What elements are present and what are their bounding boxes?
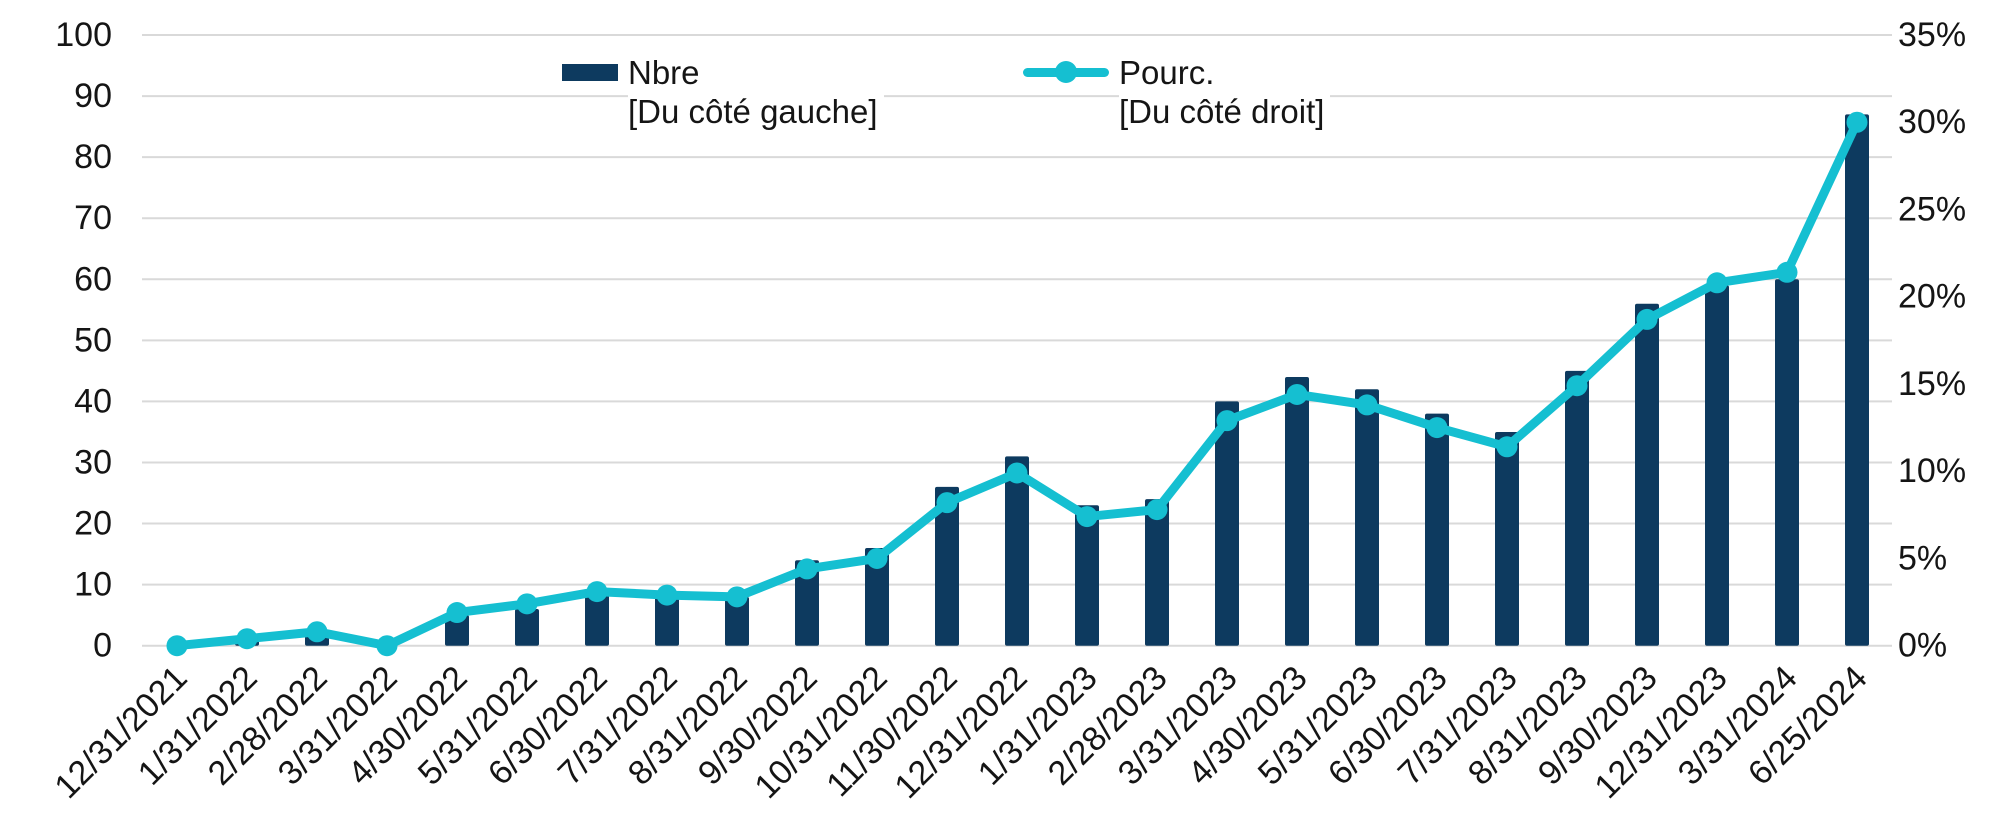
y-axis-left-tick-label: 20: [74, 505, 112, 543]
line-marker-12/31/2023: [1706, 272, 1728, 294]
y-axis-left-tick-label: 100: [55, 16, 112, 54]
line-marker-3/31/2023: [1216, 410, 1238, 432]
line-marker-8/31/2023: [1566, 375, 1588, 397]
line-marker-5/31/2023: [1356, 394, 1378, 416]
legend-item-pourc: Pourc. [Du côté droit]: [1023, 53, 1331, 133]
line-marker-7/31/2022: [656, 584, 678, 606]
line-marker-9/30/2023: [1636, 308, 1658, 330]
line-marker-2/28/2023: [1146, 499, 1168, 521]
line-marker-10/31/2022: [866, 547, 888, 569]
line-marker-3/31/2022: [376, 635, 398, 657]
bar-10/31/2022: [865, 547, 889, 646]
bar-11/30/2022: [935, 486, 959, 646]
legend-sublabel-pourc: [Du côté droit]: [1119, 93, 1325, 130]
line-marker-1/31/2022: [236, 628, 258, 650]
y-axis-left-tick-label: 40: [74, 382, 112, 420]
y-axis-right-tick-label: 5%: [1898, 539, 1947, 577]
bar-6/25/2024: [1845, 114, 1869, 646]
line-marker-6/25/2024: [1846, 111, 1868, 133]
bar-9/30/2022: [795, 560, 819, 646]
y-axis-left-tick-label: 90: [74, 77, 112, 115]
bar-3/31/2024: [1775, 279, 1799, 646]
line-marker-4/30/2022: [446, 602, 468, 624]
bar-5/31/2023: [1355, 389, 1379, 646]
line-marker-7/31/2023: [1496, 436, 1518, 458]
line-marker-9/30/2022: [796, 558, 818, 580]
legend-text-pourc: Pourc. [Du côté droit]: [1119, 53, 1331, 133]
line-marker-5/31/2022: [516, 593, 538, 615]
bar-9/30/2023: [1635, 303, 1659, 646]
line-marker-6/30/2022: [586, 581, 608, 603]
line-marker-2/28/2022: [306, 621, 328, 643]
bar-4/30/2023: [1285, 376, 1309, 646]
y-axis-left-tick-label: 70: [74, 199, 112, 237]
y-axis-right-tick-label: 0%: [1898, 627, 1947, 665]
line-marker-11/30/2022: [936, 492, 958, 514]
y-axis-left-tick-label: 30: [74, 443, 112, 481]
legend-sublabel-nbre: [Du côté gauche]: [628, 93, 878, 130]
bar-8/31/2022: [725, 596, 749, 646]
y-axis-left-tick-label: 10: [74, 566, 112, 604]
y-axis-right-tick-label: 35%: [1898, 16, 1966, 54]
bar-3/31/2023: [1215, 401, 1239, 646]
legend-text-nbre: Nbre [Du côté gauche]: [628, 53, 884, 133]
bar-8/31/2023: [1565, 370, 1589, 646]
y-axis-left-tick-label: 80: [74, 138, 112, 176]
y-axis-right-tick-label: 20%: [1898, 278, 1966, 316]
legend-item-nbre: Nbre [Du côté gauche]: [562, 53, 884, 133]
bar-12/31/2022: [1005, 456, 1029, 646]
legend-bar-swatch-icon: [562, 64, 618, 81]
y-axis-right-tick-label: 25%: [1898, 190, 1966, 228]
bar-7/31/2023: [1495, 431, 1519, 646]
legend-label-nbre: Nbre: [628, 54, 700, 91]
y-axis-right-tick-label: 30%: [1898, 103, 1966, 141]
bar-6/30/2023: [1425, 413, 1449, 646]
legend-line-swatch-icon: [1023, 61, 1109, 83]
bar-4/30/2022: [445, 615, 469, 646]
legend-label-pourc: Pourc.: [1119, 54, 1215, 91]
line-marker-6/30/2023: [1426, 417, 1448, 439]
line-marker-12/31/2021: [166, 635, 188, 657]
y-axis-right-tick-label: 10%: [1898, 452, 1966, 490]
bar-7/31/2022: [655, 596, 679, 646]
bar-6/30/2022: [585, 590, 609, 646]
line-marker-8/31/2022: [726, 586, 748, 608]
line-marker-1/31/2023: [1076, 506, 1098, 528]
line-marker-4/30/2023: [1286, 383, 1308, 405]
bar-5/31/2022: [515, 609, 539, 646]
line-marker-12/31/2022: [1006, 462, 1028, 484]
y-axis-left-tick-label: 50: [74, 321, 112, 359]
bar-2/28/2023: [1145, 499, 1169, 646]
y-axis-right-tick-label: 15%: [1898, 365, 1966, 403]
line-marker-3/31/2024: [1776, 261, 1798, 283]
y-axis-left-tick-label: 60: [74, 260, 112, 298]
bar-12/31/2023: [1705, 285, 1729, 646]
y-axis-left-tick-label: 0: [93, 627, 112, 665]
legend-line-marker-dot-icon: [1055, 61, 1077, 83]
bar-1/31/2023: [1075, 505, 1099, 646]
